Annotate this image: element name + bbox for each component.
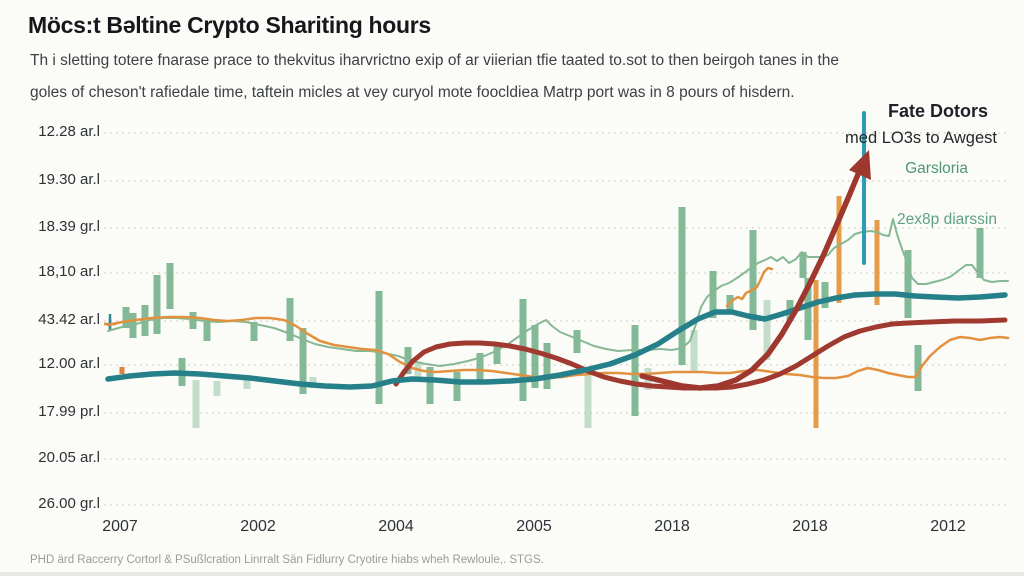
green-dark-bar: [250, 322, 258, 341]
green-dark-bar: [153, 275, 161, 334]
green-dark-bar: [678, 207, 686, 365]
y-axis-label: 18.39 gr.l: [38, 218, 100, 235]
green-dark-bar: [426, 367, 434, 404]
orange-dot-marker: [119, 367, 125, 374]
series-red-main: [393, 317, 1008, 391]
green-dark-bar: [904, 250, 912, 318]
green-dark-bar: [821, 282, 829, 308]
x-axis-label: 2004: [378, 518, 414, 535]
green-dark-bar: [631, 325, 639, 416]
orange-bar: [836, 196, 842, 303]
series-light-green-line: [107, 218, 1009, 367]
subtitle-line-1: Th i sletting totere fnarase prace to th…: [30, 52, 840, 69]
green-dark-bar: [286, 298, 294, 341]
green-dark-bar: [493, 343, 501, 364]
green-dark-bar: [799, 252, 807, 278]
trend-arrow-shaft: [639, 157, 867, 391]
subtitle-line-2: goles of cheson't rafiedale time, taftei…: [30, 84, 795, 101]
source-footnote: PHD ärd Raccerry Cortorl & PSußlcration …: [30, 554, 544, 566]
bottom-strip: [0, 572, 1024, 576]
green-dark-bar: [531, 325, 539, 388]
y-axis-label: 18,10 ar.l: [38, 263, 100, 280]
green-dark-bar: [122, 307, 130, 328]
green-dark-bar: [976, 228, 984, 278]
page-title: Möcs:t Bəltine Crypto Shariting hours: [28, 12, 431, 38]
green-dark-bar: [573, 330, 581, 353]
green-dark-bar: [166, 263, 174, 309]
green-dark-bar: [709, 271, 717, 318]
green-light-bar: [414, 362, 422, 381]
x-axis-label: 2018: [654, 518, 690, 535]
green-dark-bar: [914, 345, 922, 391]
orange-bar: [874, 220, 880, 305]
green-light-bar: [213, 381, 221, 396]
green-dark-bar: [189, 312, 197, 329]
green-dark-bar: [804, 278, 812, 340]
green-light-bar: [192, 380, 200, 428]
legend-item-med-lo3s: med LO3s to Awgest: [845, 129, 997, 147]
green-dark-bar: [375, 291, 383, 404]
y-axis-label: 19.30 ar.l: [38, 171, 100, 188]
y-axis-label: 26.00 gr.l: [38, 495, 100, 512]
y-axis-label: 12.28 ar.l: [38, 123, 100, 140]
legend-item-diarssin: 2ex8p diarssin: [897, 211, 997, 228]
green-dark-bar: [476, 353, 484, 384]
y-axis-label: 12.00 ar.l: [38, 355, 100, 372]
legend-item-garsloria: Garsloria: [905, 160, 968, 177]
green-light-bar: [690, 330, 698, 372]
green-dark-bar: [453, 372, 461, 401]
green-dark-bar: [203, 318, 211, 341]
green-light-bar: [584, 375, 592, 428]
trend-arrow-head: [849, 150, 871, 180]
y-axis-label: 43.42 ar.l: [38, 311, 100, 328]
x-axis-label: 2018: [792, 518, 828, 535]
green-dark-bar: [543, 343, 551, 389]
x-axis-label: 2012: [930, 518, 966, 535]
green-light-bar: [243, 376, 251, 389]
x-axis-label: 2007: [102, 518, 138, 535]
legend-item-fate-dotors: Fate Dotors: [887, 101, 988, 121]
green-dark-bar: [749, 230, 757, 330]
y-axis-label: 20.05 ar.l: [38, 449, 100, 466]
series-teal-main: [105, 291, 1008, 390]
series-orange-fragment: [725, 266, 774, 308]
x-axis-label: 2005: [516, 518, 552, 535]
green-light-bar: [763, 300, 771, 360]
x-axis-label: 2002: [240, 518, 276, 535]
y-axis-label: 17.99 pr.l: [38, 403, 100, 420]
green-dark-bar: [299, 328, 307, 394]
